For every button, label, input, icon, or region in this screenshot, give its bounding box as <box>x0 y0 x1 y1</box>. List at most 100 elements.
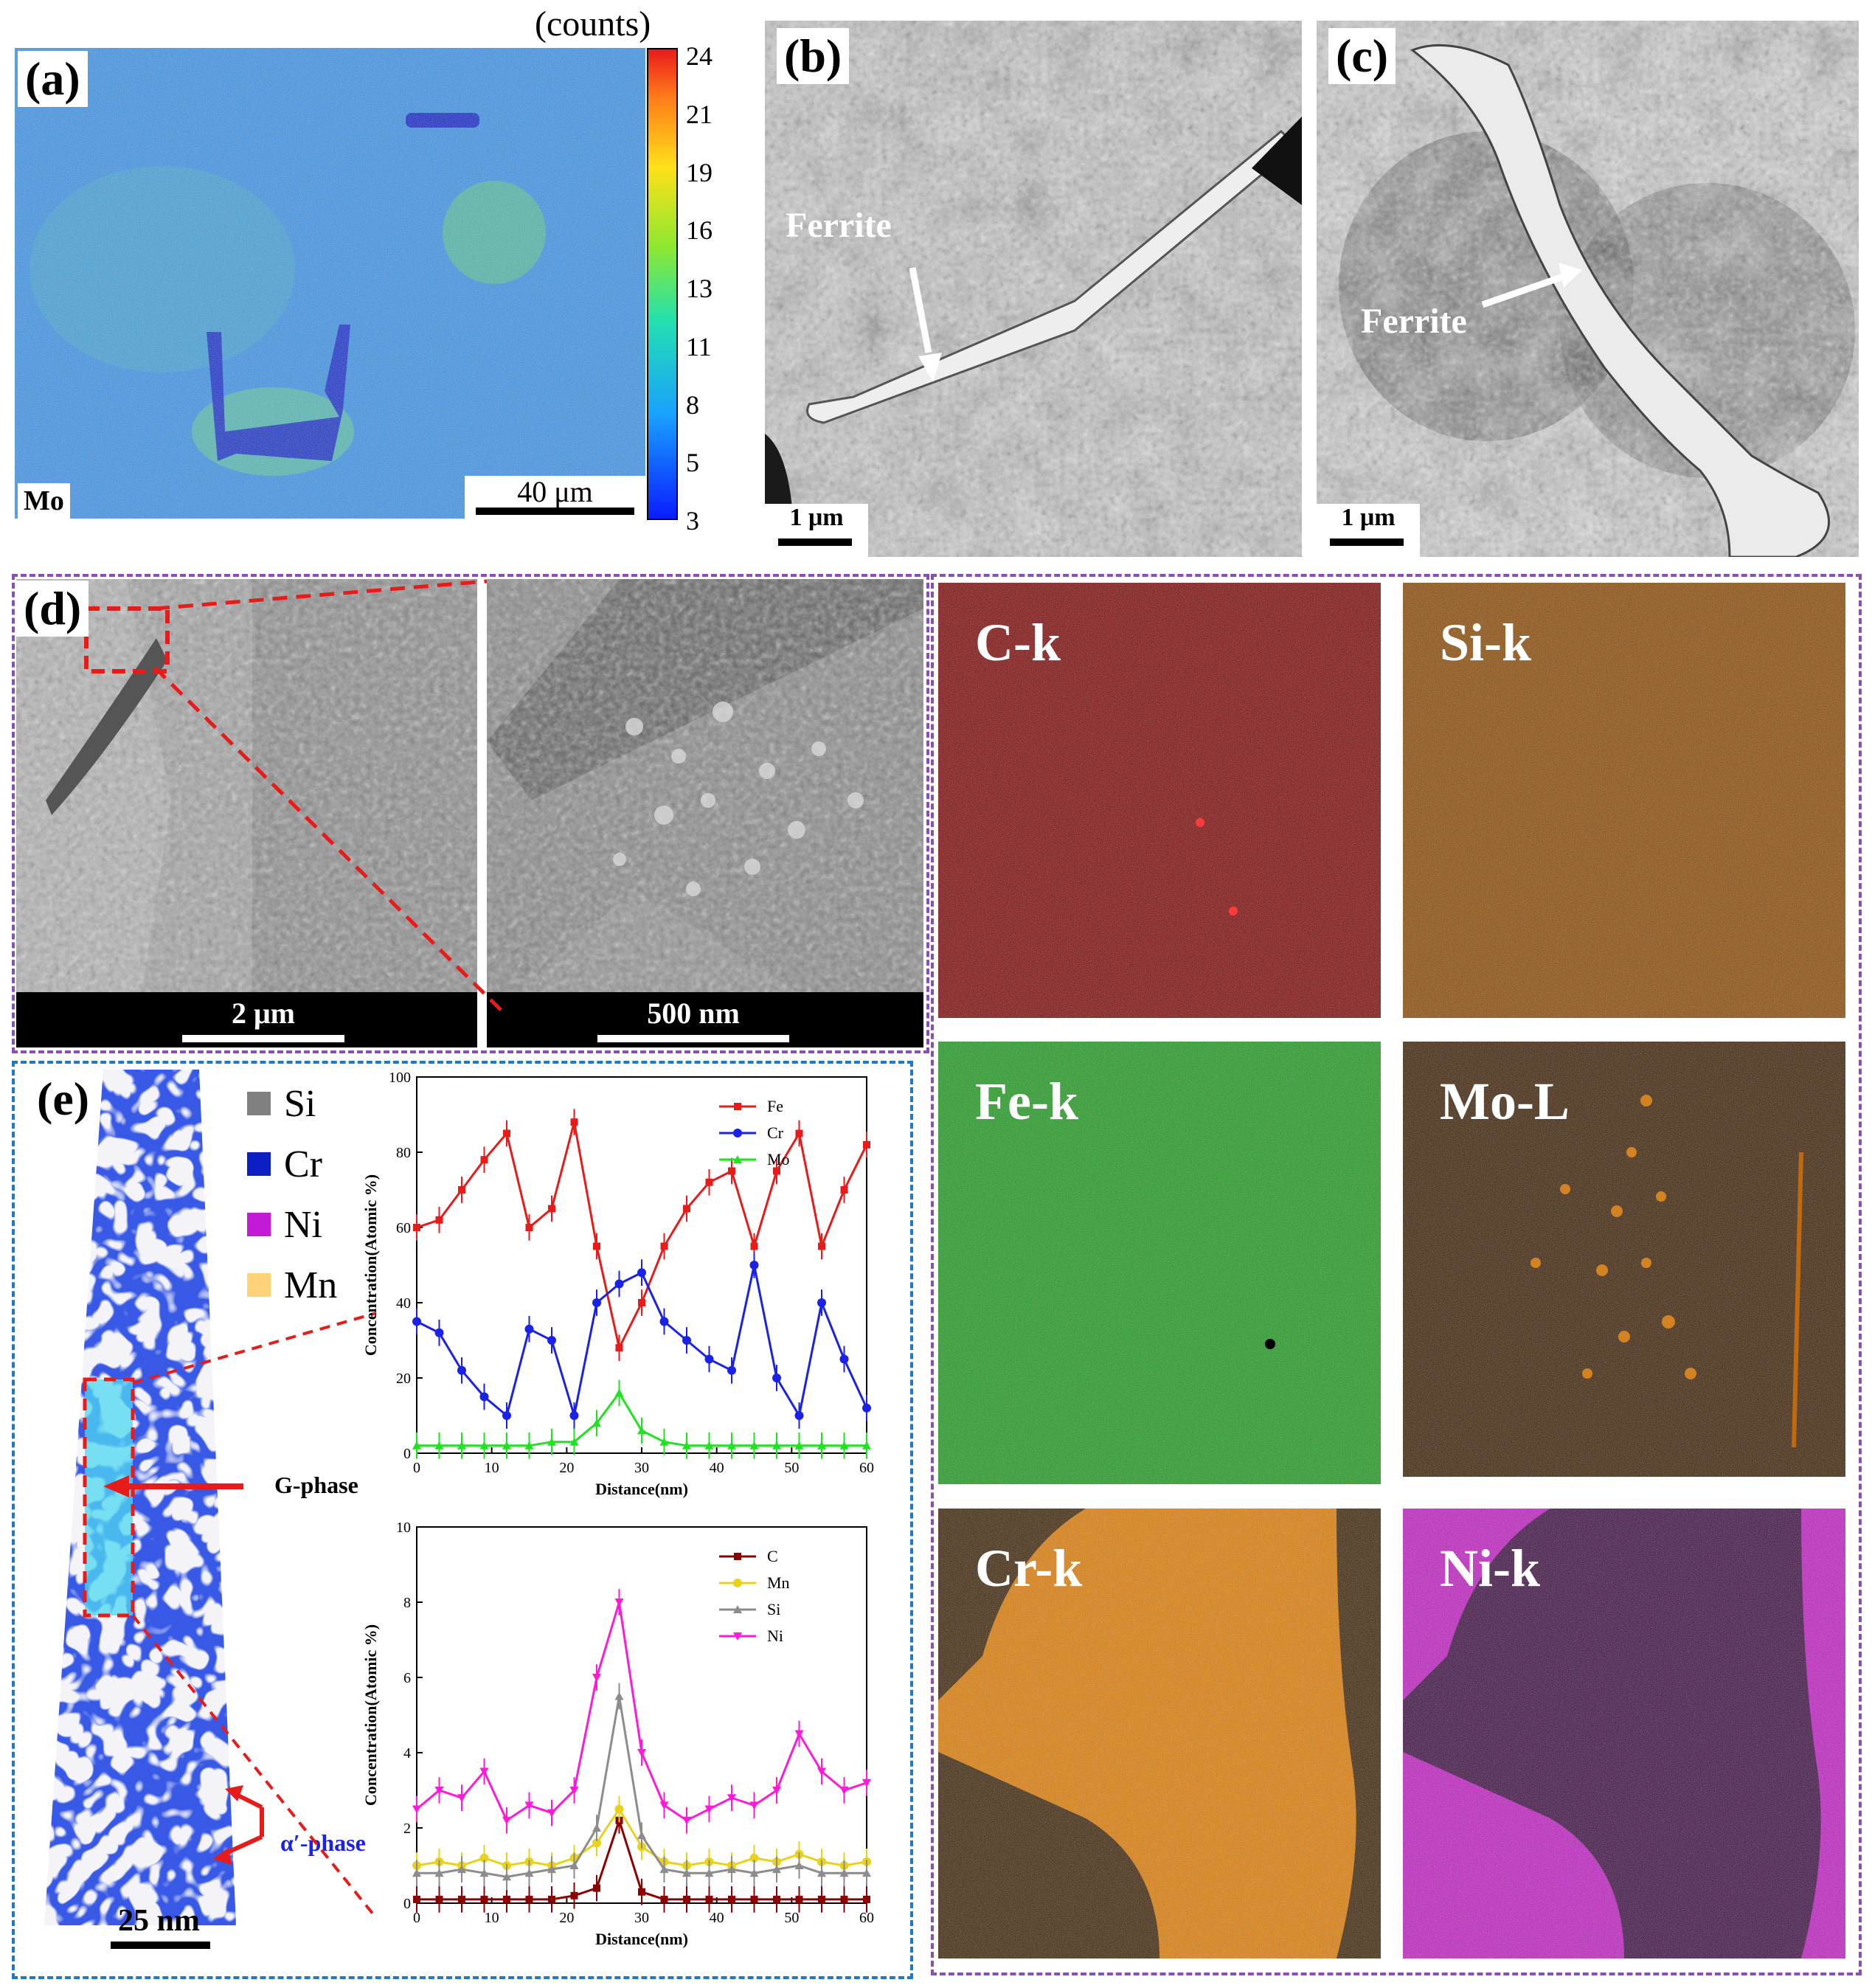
ferrite-arrow-b <box>909 267 942 382</box>
colorbar-tick: 16 <box>686 215 713 246</box>
eds-map-ni-image <box>1403 1509 1845 1958</box>
data-point <box>817 1441 826 1450</box>
y-tick-label: 8 <box>403 1595 411 1611</box>
x-tick-label: 0 <box>413 1910 420 1926</box>
data-point <box>839 1868 849 1877</box>
data-point <box>593 1884 600 1892</box>
ferrite-annotation-c: Ferrite <box>1361 302 1467 341</box>
tem-image-b <box>765 21 1302 557</box>
eds-map-si-image <box>1403 583 1845 1018</box>
y-tick-label: 10 <box>396 1520 411 1536</box>
data-point <box>524 1868 534 1877</box>
data-point <box>502 1411 511 1420</box>
panel-a-label: (a) <box>18 51 88 107</box>
data-point <box>773 1167 780 1175</box>
data-point <box>840 1186 848 1194</box>
data-point <box>413 1895 420 1903</box>
data-point <box>839 1441 849 1450</box>
eds-map-cr: Cr-k <box>938 1509 1381 1958</box>
legend-swatch-mn <box>247 1273 271 1297</box>
colorbar-tick: 5 <box>686 448 699 478</box>
data-point <box>704 1868 714 1877</box>
x-tick-label: 10 <box>485 1460 499 1476</box>
data-point <box>525 1224 533 1231</box>
data-point <box>727 1865 736 1874</box>
data-point <box>733 1155 742 1163</box>
data-point <box>548 1205 555 1213</box>
legend-label-mn: Mn <box>284 1264 338 1306</box>
y-tick-label: 0 <box>403 1896 411 1912</box>
data-point <box>569 1861 579 1869</box>
scale-box-c <box>1317 504 1420 557</box>
scale-text-d-left: 2 μm <box>232 997 295 1030</box>
data-point <box>548 1895 555 1903</box>
data-point <box>569 1437 579 1446</box>
data-point <box>772 1865 781 1874</box>
scale-text-e: 25 nm <box>118 1904 200 1938</box>
data-point <box>569 1787 579 1795</box>
scale-bar-e <box>111 1942 210 1949</box>
legend-label-mn: Mn <box>767 1573 790 1592</box>
data-point <box>570 1891 578 1899</box>
y-axis-label: Concentration(Atomic %) <box>361 1624 380 1806</box>
data-point <box>772 1374 781 1382</box>
y-tick-label: 60 <box>396 1220 411 1236</box>
data-point <box>479 1441 489 1450</box>
data-point <box>863 1895 870 1903</box>
data-point <box>525 1895 533 1903</box>
data-point <box>615 1344 623 1352</box>
data-point <box>435 1216 443 1224</box>
panel-d-left-image: (d) 2 μm <box>16 579 477 1047</box>
y-tick-label: 4 <box>403 1745 411 1762</box>
data-point <box>479 1767 489 1776</box>
y-tick-label: 0 <box>403 1446 411 1462</box>
data-point <box>704 1441 714 1450</box>
data-point <box>435 1895 443 1903</box>
data-point <box>795 1129 803 1137</box>
data-point <box>412 1317 421 1326</box>
data-point <box>683 1895 690 1903</box>
series-c <box>413 1807 870 1913</box>
data-point <box>614 1388 624 1397</box>
data-point <box>592 1838 601 1848</box>
data-point <box>840 1895 848 1903</box>
data-point <box>637 1426 646 1435</box>
eds-map-fe-image <box>938 1042 1381 1484</box>
data-point <box>682 1868 691 1877</box>
y-tick-label: 6 <box>403 1670 411 1686</box>
apt-map-image <box>44 1070 236 1925</box>
scale-text-b: 1 μm <box>789 504 844 531</box>
series-mo <box>412 1379 871 1459</box>
y-tick-label: 100 <box>389 1070 411 1086</box>
data-point <box>749 1868 759 1877</box>
x-tick-label: 40 <box>710 1910 724 1926</box>
data-point <box>638 1299 645 1306</box>
scale-bar-b <box>778 538 852 546</box>
tem-image-c <box>1317 21 1859 557</box>
data-point <box>727 1441 736 1450</box>
data-point <box>592 1674 601 1682</box>
data-point <box>502 1816 511 1825</box>
data-point <box>434 1441 444 1450</box>
series-ni <box>412 1589 871 1834</box>
eds-map-cr-image <box>938 1509 1381 1958</box>
legend-label-cr: Cr <box>284 1143 322 1185</box>
data-point <box>862 1868 871 1877</box>
data-point <box>412 1805 421 1814</box>
data-point <box>682 1441 691 1450</box>
data-point <box>773 1895 780 1903</box>
data-point <box>547 1336 556 1345</box>
legend-label-mo: Mo <box>767 1150 790 1168</box>
data-point <box>727 1365 736 1375</box>
x-tick-label: 50 <box>784 1910 799 1926</box>
panel-e-label: (e) <box>37 1073 90 1125</box>
scale-box-b <box>765 504 868 557</box>
eds-label-c: C-k <box>975 613 1061 672</box>
data-point <box>569 1411 579 1420</box>
y-tick-label: 40 <box>396 1295 411 1312</box>
legend-label-cr: Cr <box>767 1123 784 1142</box>
data-point <box>480 1895 488 1903</box>
scale-bar <box>476 508 634 515</box>
apt-reconstruction: (e) <box>30 1070 251 1925</box>
eds-map-ni: Ni-k <box>1403 1509 1845 1958</box>
